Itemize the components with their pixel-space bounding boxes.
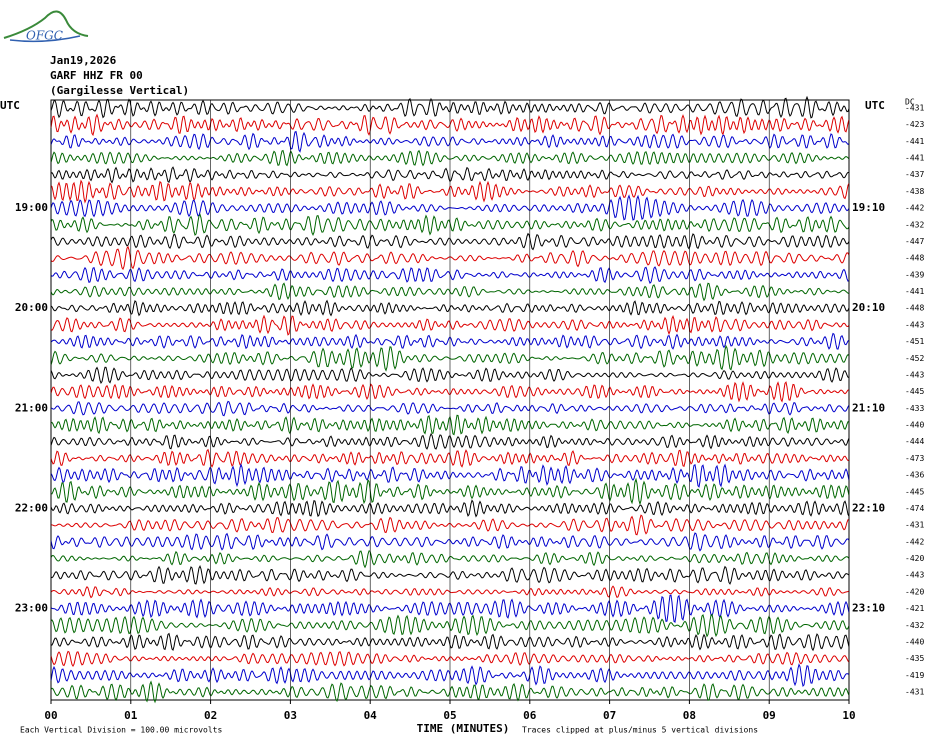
clip-note: Traces clipped at plus/minus 5 vertical … bbox=[522, 726, 758, 735]
dc-value: -474 bbox=[905, 504, 924, 513]
right-time-label: 19:10 bbox=[852, 201, 885, 214]
dc-value: -435 bbox=[905, 654, 924, 663]
logo-text: OFGC bbox=[26, 29, 63, 43]
dc-value: -437 bbox=[905, 170, 924, 179]
dc-value: -452 bbox=[905, 354, 924, 363]
dc-value: -423 bbox=[905, 120, 924, 129]
station-name: (Gargilesse Vertical) bbox=[50, 84, 189, 97]
x-tick-label: 10 bbox=[842, 709, 855, 722]
dc-value: -473 bbox=[905, 454, 924, 463]
dc-value: -432 bbox=[905, 220, 924, 229]
dc-value: -448 bbox=[905, 254, 924, 263]
dc-value: -438 bbox=[905, 187, 924, 196]
station: GARF HHZ FR 00 bbox=[50, 69, 143, 82]
dc-value: -443 bbox=[905, 370, 924, 379]
dc-value: -420 bbox=[905, 554, 924, 563]
right-axis-title: UTC bbox=[865, 99, 885, 112]
left-time-label: 22:00 bbox=[15, 501, 48, 514]
x-axis-title: TIME (MINUTES) bbox=[417, 722, 510, 735]
right-time-label: 22:10 bbox=[852, 501, 885, 514]
dc-value: -442 bbox=[905, 537, 924, 546]
logo: OFGC bbox=[3, 10, 89, 43]
dc-value: -441 bbox=[905, 137, 924, 146]
dc-value: -431 bbox=[905, 104, 924, 113]
dc-value: -445 bbox=[905, 487, 924, 496]
right-time-label: 23:10 bbox=[852, 602, 885, 615]
dc-value: -447 bbox=[905, 237, 924, 246]
right-time-label: 20:10 bbox=[852, 301, 885, 314]
dc-value: -448 bbox=[905, 304, 924, 313]
dc-value: -432 bbox=[905, 621, 924, 630]
left-time-label: 20:00 bbox=[15, 301, 48, 314]
scale-note: Each Vertical Division = 100.00 microvol… bbox=[20, 726, 222, 735]
x-tick-label: 01 bbox=[124, 709, 138, 722]
dc-value: -419 bbox=[905, 671, 924, 680]
x-tick-label: 05 bbox=[443, 709, 456, 722]
x-tick-label: 08 bbox=[683, 709, 696, 722]
dc-value: -443 bbox=[905, 320, 924, 329]
dc-value: -440 bbox=[905, 421, 924, 430]
dc-value: -431 bbox=[905, 521, 924, 530]
x-tick-label: 02 bbox=[204, 709, 217, 722]
x-tick-label: 03 bbox=[284, 709, 297, 722]
x-tick-label: 00 bbox=[44, 709, 57, 722]
x-tick-label: 04 bbox=[364, 709, 378, 722]
left-time-label: 23:00 bbox=[15, 602, 48, 615]
dc-value: -441 bbox=[905, 287, 924, 296]
left-time-label: 19:00 bbox=[15, 201, 48, 214]
dc-value: -436 bbox=[905, 471, 924, 480]
dc-value: -421 bbox=[905, 604, 924, 613]
dc-value: -439 bbox=[905, 270, 924, 279]
dc-value: -440 bbox=[905, 637, 924, 646]
x-tick-label: 06 bbox=[523, 709, 537, 722]
dc-value: -433 bbox=[905, 404, 924, 413]
dc-value: -442 bbox=[905, 204, 924, 213]
dc-value: -445 bbox=[905, 387, 924, 396]
dc-value: -420 bbox=[905, 587, 924, 596]
left-axis-title: UTC bbox=[0, 99, 20, 112]
x-tick-label: 07 bbox=[603, 709, 616, 722]
dc-value: -451 bbox=[905, 337, 924, 346]
date: Jan19,2026 bbox=[50, 54, 117, 67]
x-tick-label: 09 bbox=[763, 709, 776, 722]
dc-value: -444 bbox=[905, 437, 924, 446]
right-time-label: 21:10 bbox=[852, 401, 885, 414]
dc-value: -443 bbox=[905, 571, 924, 580]
dc-title: DC bbox=[905, 98, 915, 107]
left-time-label: 21:00 bbox=[15, 401, 48, 414]
dc-value: -431 bbox=[905, 688, 924, 697]
dc-value: -441 bbox=[905, 154, 924, 163]
